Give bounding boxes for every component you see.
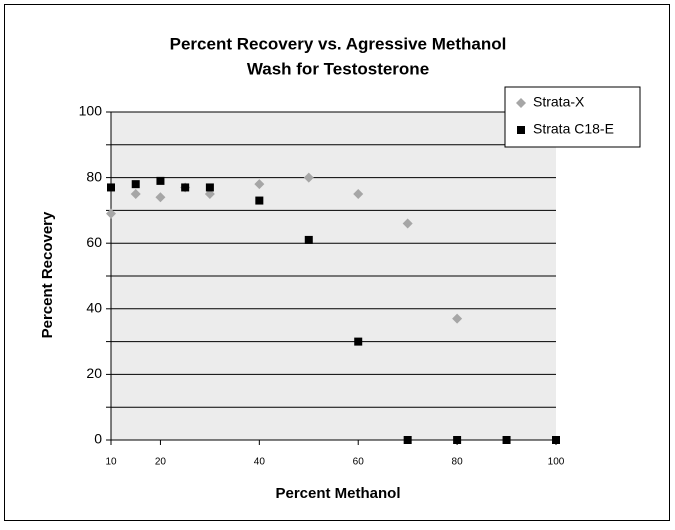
data-point xyxy=(453,436,462,444)
legend-label: Strata-X xyxy=(533,94,585,110)
data-point xyxy=(181,183,190,192)
data-point xyxy=(354,337,363,346)
x-tick-label: 80 xyxy=(452,457,464,468)
data-point xyxy=(204,189,215,199)
y-tick-label: 60 xyxy=(86,234,102,250)
chart-title: Percent Recovery vs. Agressive Methanol xyxy=(170,34,507,53)
data-point xyxy=(107,183,115,192)
data-point xyxy=(402,218,413,229)
y-tick-label: 40 xyxy=(86,300,102,316)
y-tick-label: 20 xyxy=(86,365,102,381)
y-tick-label: 100 xyxy=(79,103,103,119)
x-tick-label: 20 xyxy=(155,457,167,468)
x-tick-label: 10 xyxy=(105,457,117,468)
x-axis-label: Percent Methanol xyxy=(275,485,400,502)
y-axis-label: Percent Recovery xyxy=(39,211,56,338)
data-point xyxy=(403,436,412,444)
data-point xyxy=(255,196,264,205)
data-point xyxy=(156,176,165,185)
data-point xyxy=(254,179,265,190)
x-tick-label: 60 xyxy=(353,457,365,468)
data-point xyxy=(130,189,141,199)
data-point xyxy=(106,208,116,219)
data-point xyxy=(155,192,166,203)
y-tick-label: 80 xyxy=(86,168,102,184)
x-tick-label: 40 xyxy=(254,457,266,468)
data-point xyxy=(304,235,313,244)
chart-title: Wash for Testosterone xyxy=(247,59,429,78)
data-point xyxy=(303,172,314,183)
legend-marker xyxy=(516,98,526,108)
legend-label: Strata C18-E xyxy=(533,121,614,137)
data-point xyxy=(552,436,560,444)
legend-box xyxy=(504,86,641,148)
y-tick-label: 0 xyxy=(94,431,102,447)
data-point xyxy=(205,183,214,192)
data-point xyxy=(502,436,511,444)
data-point xyxy=(131,180,140,189)
data-point xyxy=(353,189,364,199)
legend-marker xyxy=(517,126,525,134)
data-point xyxy=(452,313,463,324)
x-tick-label: 100 xyxy=(548,457,565,468)
